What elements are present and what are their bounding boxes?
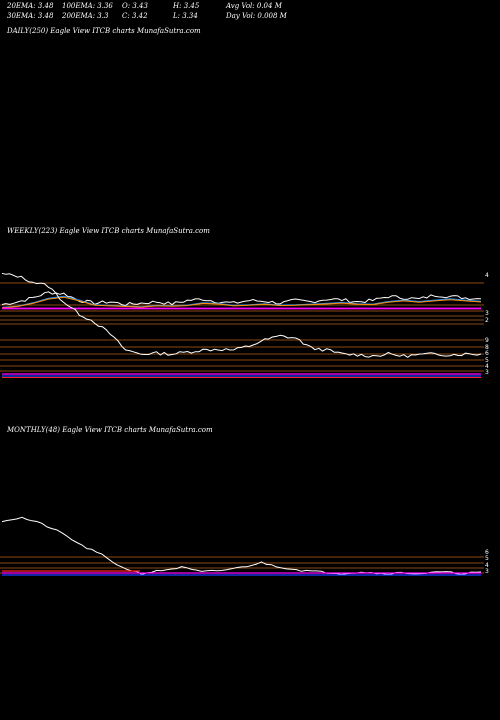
stat-ema200: 200EMA: 3.3 — [62, 12, 109, 20]
stat-close: C: 3.42 — [122, 12, 148, 20]
monthly-level-label: 5 — [485, 555, 489, 562]
monthly-level-label: 4 — [485, 562, 489, 569]
stat-avg-vol: Avg Vol: 0.04 M — [226, 2, 282, 10]
weekly-level-label: 6 — [485, 350, 489, 357]
weekly-level-label: 8 — [485, 344, 489, 351]
weekly-level-label: 4 — [485, 363, 489, 370]
weekly-level-label: 3 — [485, 310, 489, 317]
weekly-lower-line — [1, 272, 482, 358]
weekly-panel-label: WEEKLY(223) Eagle View ITCB charts Munaf… — [7, 227, 210, 235]
monthly-level-label: 6 — [485, 549, 489, 556]
stat-day-vol: Day Vol: 0.008 M — [226, 12, 287, 20]
stat-ema100: 100EMA: 3.36 — [62, 2, 113, 10]
monthly-level-label: 3 — [485, 568, 489, 575]
stat-high: H: 3.45 — [173, 2, 200, 10]
weekly-level-label: 9 — [485, 337, 489, 344]
weekly-level-label: 4 — [485, 272, 489, 279]
weekly-ema-mid-line — [1, 296, 482, 309]
stat-ema20: 20EMA: 3.48 — [7, 2, 54, 10]
weekly-level-label: 3 — [485, 369, 489, 376]
weekly-price-line — [1, 291, 482, 307]
weekly-level-label: 5 — [485, 357, 489, 364]
weekly-level-label: 2 — [485, 317, 489, 324]
daily-panel-label: DAILY(250) Eagle View ITCB charts Munafa… — [7, 27, 201, 35]
monthly-price-line — [1, 516, 482, 575]
stat-open: O: 3.43 — [122, 2, 148, 10]
stat-low: L: 3.34 — [173, 12, 198, 20]
stat-ema30: 30EMA: 3.48 — [7, 12, 54, 20]
monthly-panel-label: MONTHLY(48) Eagle View ITCB charts Munaf… — [7, 426, 213, 434]
